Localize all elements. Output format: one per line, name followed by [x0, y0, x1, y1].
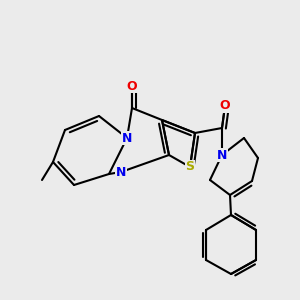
Text: O: O: [220, 100, 230, 112]
Text: S: S: [185, 160, 194, 173]
Text: N: N: [217, 148, 227, 161]
Text: O: O: [127, 80, 137, 92]
Text: N: N: [122, 131, 132, 145]
Text: N: N: [116, 166, 126, 178]
